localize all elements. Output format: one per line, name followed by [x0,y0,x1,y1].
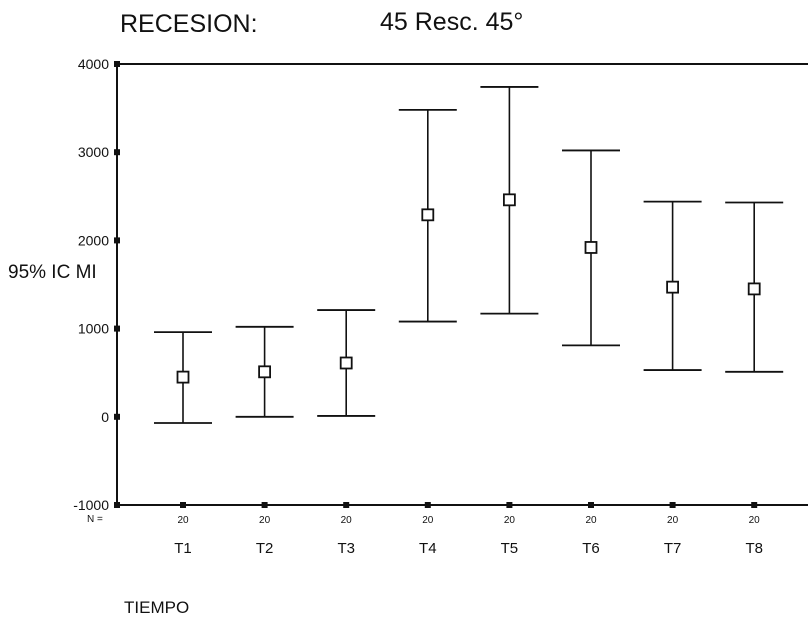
n-value-label: 20 [341,515,353,526]
n-value-label: 20 [422,515,434,526]
chart-title-value: 45 Resc. 45° [380,8,524,36]
n-value-label: 20 [749,515,761,526]
x-tick-mark [180,502,186,508]
mean-marker [258,365,272,379]
x-tick-label: T8 [745,540,763,557]
n-value-label: 20 [667,515,679,526]
mean-marker [584,241,598,254]
x-axis-label: TIEMPO [124,598,190,617]
y-tick-label: 4000 [78,56,109,72]
n-value-label: 20 [504,515,516,526]
x-tick-label: T4 [419,540,437,557]
n-value-label: 20 [177,515,189,526]
n-value-label: 20 [585,515,597,526]
y-tick-mark [114,149,120,156]
y-tick-mark [114,502,120,508]
mean-marker [502,193,516,207]
chart-title-label: RECESION: [120,10,258,38]
y-tick-label: -1000 [73,497,109,513]
x-tick-mark [669,502,676,508]
x-tick-mark [343,502,350,508]
x-tick-mark [588,502,594,508]
x-tick-label: T1 [174,540,192,557]
y-tick-label: 1000 [78,321,109,337]
x-tick-label: T3 [337,540,355,557]
x-tick-label: T7 [664,540,682,557]
mean-marker [666,280,679,294]
x-tick-mark [506,502,513,508]
y-tick-mark [114,61,120,67]
x-tick-mark [751,502,758,508]
mean-marker [421,208,435,222]
n-label: N = [87,514,103,525]
y-tick-label: 2000 [78,232,109,248]
y-tick-label: 3000 [78,144,109,160]
y-tick-mark [114,237,120,244]
x-tick-label: T5 [501,540,519,557]
mean-marker [176,370,190,384]
x-tick-label: T6 [582,540,600,557]
y-tick-mark [114,413,120,420]
x-tick-label: T2 [256,540,274,557]
x-tick-mark [424,502,431,508]
x-tick-mark [261,502,268,508]
y-tick-mark [114,325,120,332]
mean-marker [747,282,761,296]
mean-marker [339,356,353,370]
n-value-label: 20 [259,515,271,526]
y-axis-label: 95% IC MI [8,262,97,283]
y-tick-label: 0 [101,409,109,425]
